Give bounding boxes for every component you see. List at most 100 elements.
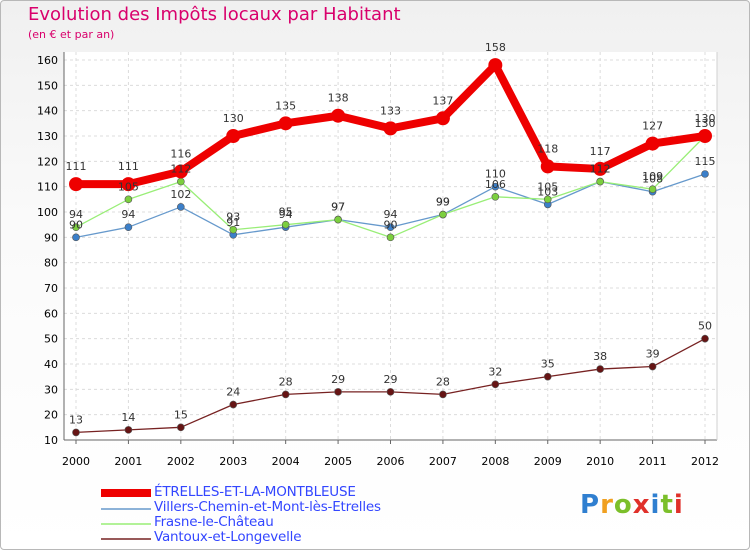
data-point bbox=[121, 177, 136, 192]
x-tick-label: 2008 bbox=[481, 455, 509, 468]
data-label: 95 bbox=[279, 206, 293, 219]
logo-letter: i bbox=[673, 490, 684, 520]
data-label: 111 bbox=[66, 160, 87, 173]
data-point bbox=[229, 400, 238, 409]
data-label: 158 bbox=[485, 41, 506, 54]
data-point bbox=[540, 159, 555, 174]
data-label: 112 bbox=[170, 163, 191, 176]
y-tick-label: 120 bbox=[37, 155, 58, 168]
y-tick-label: 90 bbox=[44, 231, 58, 244]
x-tick-label: 2006 bbox=[377, 455, 405, 468]
data-label: 127 bbox=[642, 120, 663, 133]
data-label: 15 bbox=[174, 408, 188, 421]
y-tick-label: 80 bbox=[44, 257, 58, 270]
data-label: 110 bbox=[485, 168, 506, 181]
data-point bbox=[543, 372, 552, 381]
data-label: 109 bbox=[642, 170, 663, 183]
data-point bbox=[177, 203, 185, 211]
y-tick-label: 100 bbox=[37, 206, 58, 219]
data-label: 102 bbox=[170, 188, 191, 201]
data-label: 90 bbox=[69, 218, 83, 231]
data-labels: 9094102919497949911010311210811594105112… bbox=[66, 41, 716, 426]
data-point bbox=[543, 195, 552, 204]
data-point bbox=[491, 380, 500, 389]
legend-label: Frasne-le-Château bbox=[154, 514, 274, 530]
tick-labels: 10 20 30 40 50 60 70 80 90 100 110 120 130 140 150 160 2… bbox=[37, 54, 719, 468]
data-label: 112 bbox=[590, 163, 611, 176]
data-label: 105 bbox=[118, 180, 139, 193]
data-point bbox=[334, 215, 342, 224]
data-label: 14 bbox=[121, 411, 135, 424]
data-label: 106 bbox=[485, 178, 506, 191]
data-point bbox=[701, 170, 709, 178]
data-point bbox=[72, 223, 80, 231]
data-label: 130 bbox=[695, 112, 716, 125]
data-point bbox=[698, 129, 712, 143]
data-label: 97 bbox=[331, 201, 345, 214]
y-tick-label: 160 bbox=[37, 54, 58, 67]
data-label: 28 bbox=[279, 375, 293, 388]
data-point bbox=[124, 195, 133, 204]
data-point bbox=[177, 177, 185, 186]
y-tick-label: 140 bbox=[37, 105, 58, 118]
x-tick-label: 2002 bbox=[167, 455, 195, 468]
data-label: 117 bbox=[590, 145, 611, 158]
data-label: 116 bbox=[170, 147, 191, 160]
x-tick-label: 2012 bbox=[691, 455, 719, 468]
y-tick-label: 70 bbox=[44, 282, 58, 295]
data-label: 99 bbox=[436, 196, 450, 209]
data-label: 91 bbox=[226, 216, 240, 229]
data-label: 130 bbox=[695, 117, 716, 130]
data-point bbox=[593, 161, 608, 176]
data-point bbox=[124, 223, 133, 231]
data-point bbox=[596, 177, 604, 186]
logo-letter: P bbox=[580, 490, 601, 520]
data-point bbox=[386, 223, 395, 231]
series-layer bbox=[69, 58, 712, 437]
data-point bbox=[281, 220, 290, 229]
chart-subtitle: (en € et par an) bbox=[28, 28, 115, 41]
data-point bbox=[72, 428, 80, 437]
data-label: 99 bbox=[436, 196, 450, 209]
data-point bbox=[439, 210, 447, 219]
legend-label: Villers-Chemin-et-Mont-lès-Etrelles bbox=[154, 499, 381, 515]
x-tick-label: 2007 bbox=[429, 455, 457, 468]
data-point bbox=[72, 233, 80, 242]
data-point bbox=[69, 177, 83, 192]
y-tick-label: 130 bbox=[37, 130, 58, 143]
proxiti-logo[interactable]: Proxiti bbox=[580, 490, 684, 520]
axes bbox=[63, 52, 718, 444]
logo-letter: r bbox=[600, 490, 614, 520]
data-label: 50 bbox=[698, 320, 712, 333]
data-label: 24 bbox=[226, 386, 240, 399]
data-label: 13 bbox=[69, 413, 83, 426]
data-label: 108 bbox=[642, 173, 663, 186]
data-point bbox=[491, 193, 500, 201]
y-tick-label: 150 bbox=[37, 79, 58, 92]
legend-label: ÉTRELLES-ET-LA-MONTBLEUSE bbox=[154, 484, 356, 500]
data-point bbox=[439, 390, 447, 399]
data-point bbox=[383, 121, 398, 136]
data-label: 97 bbox=[331, 201, 345, 214]
data-label: 94 bbox=[69, 208, 83, 221]
data-label: 29 bbox=[384, 373, 398, 386]
data-label: 94 bbox=[384, 208, 398, 221]
y-tick-label: 20 bbox=[44, 409, 58, 422]
data-point bbox=[334, 388, 342, 396]
data-label: 94 bbox=[121, 208, 135, 221]
x-tick-label: 2000 bbox=[62, 455, 90, 468]
data-point bbox=[491, 182, 500, 191]
data-point bbox=[596, 365, 604, 373]
data-label: 39 bbox=[646, 348, 660, 361]
y-tick-label: 110 bbox=[37, 181, 58, 194]
data-label: 90 bbox=[384, 218, 398, 231]
x-tick-label: 2009 bbox=[534, 455, 562, 468]
data-label: 133 bbox=[380, 104, 401, 117]
data-point bbox=[226, 129, 241, 143]
data-label: 103 bbox=[537, 185, 558, 198]
data-point bbox=[645, 136, 660, 151]
data-label: 135 bbox=[275, 99, 296, 112]
chart-title: Evolution des Impôts locaux par Habitant bbox=[28, 4, 401, 25]
data-point bbox=[124, 426, 133, 434]
